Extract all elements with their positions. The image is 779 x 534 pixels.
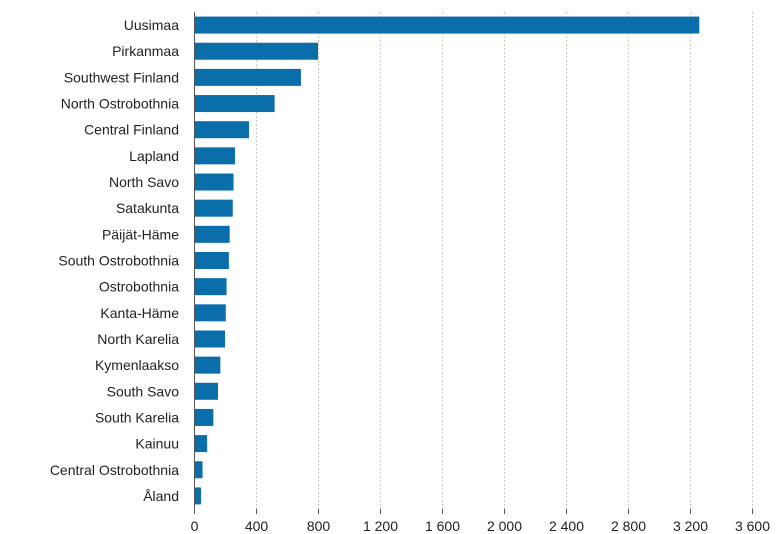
grid-layer xyxy=(256,12,753,509)
bar-kainuu xyxy=(195,435,208,453)
x-tick-label-2000: 2 000 xyxy=(487,518,522,534)
category-label-south-ostrobothnia: South Ostrobothnia xyxy=(58,253,179,269)
bar-pirkanmaa xyxy=(195,42,318,60)
bar-central-finland xyxy=(195,121,250,139)
bar-north-karelia xyxy=(195,330,225,348)
category-label-uusimaa: Uusimaa xyxy=(124,17,179,33)
category-label-kanta-hame: Kanta-Häme xyxy=(100,305,179,321)
bar-kanta-hame xyxy=(195,304,226,322)
category-label-pirkanmaa: Pirkanmaa xyxy=(112,43,179,59)
x-tick-label-1200: 1 200 xyxy=(363,518,398,534)
bar-ostrobothnia xyxy=(195,278,227,296)
category-labels: Uusimaa Pirkanmaa Southwest Finland North O… xyxy=(50,17,179,504)
bar-southwest-finland xyxy=(195,68,301,86)
category-label-kainuu: Kainuu xyxy=(135,436,179,452)
category-label-aland: Åland xyxy=(143,488,179,504)
bar-south-savo xyxy=(195,382,219,400)
x-tick-label-1600: 1 600 xyxy=(425,518,460,534)
category-label-south-karelia: South Karelia xyxy=(95,409,179,425)
category-label-central-finland: Central Finland xyxy=(84,122,179,138)
x-tick-label-3600: 3 600 xyxy=(735,518,770,534)
category-label-north-karelia: North Karelia xyxy=(97,331,179,347)
x-tick-label-0: 0 xyxy=(191,518,199,534)
bar-paijat-hame xyxy=(195,225,230,243)
bar-satakunta xyxy=(195,199,233,217)
category-label-ostrobothnia: Ostrobothnia xyxy=(99,279,179,295)
bar-south-karelia xyxy=(195,408,214,426)
x-axis: 0 400 800 1 200 1 600 2 000 2 400 2 800 3 200 3 6… xyxy=(191,12,770,534)
category-label-satakunta: Satakunta xyxy=(116,200,179,216)
category-label-south-savo: South Savo xyxy=(107,383,180,399)
bar-north-ostrobothnia xyxy=(195,95,275,113)
bar-kymenlaakso xyxy=(195,356,221,374)
x-tick-label-400: 400 xyxy=(245,518,269,534)
bar-uusimaa xyxy=(195,16,700,34)
bar-south-ostrobothnia xyxy=(195,252,229,269)
category-label-central-ostrobothnia: Central Ostrobothnia xyxy=(50,462,179,478)
x-tick-label-3200: 3 200 xyxy=(673,518,708,534)
x-tick-label-2400: 2 400 xyxy=(549,518,584,534)
bar-layer xyxy=(195,16,700,505)
category-label-paijat-hame: Päijät-Häme xyxy=(102,226,179,242)
category-label-southwest-finland: Southwest Finland xyxy=(64,69,179,85)
x-tick-label-800: 800 xyxy=(307,518,331,534)
category-label-kymenlaakso: Kymenlaakso xyxy=(95,357,179,373)
category-label-north-ostrobothnia: North Ostrobothnia xyxy=(61,96,179,112)
bar-central-ostrobothnia xyxy=(195,461,203,479)
x-tick-label-2800: 2 800 xyxy=(611,518,646,534)
category-label-lapland: Lapland xyxy=(129,148,179,164)
bar-north-savo xyxy=(195,173,234,191)
category-label-north-savo: North Savo xyxy=(109,174,179,190)
bar-lapland xyxy=(195,147,236,165)
bar-aland xyxy=(195,487,201,505)
